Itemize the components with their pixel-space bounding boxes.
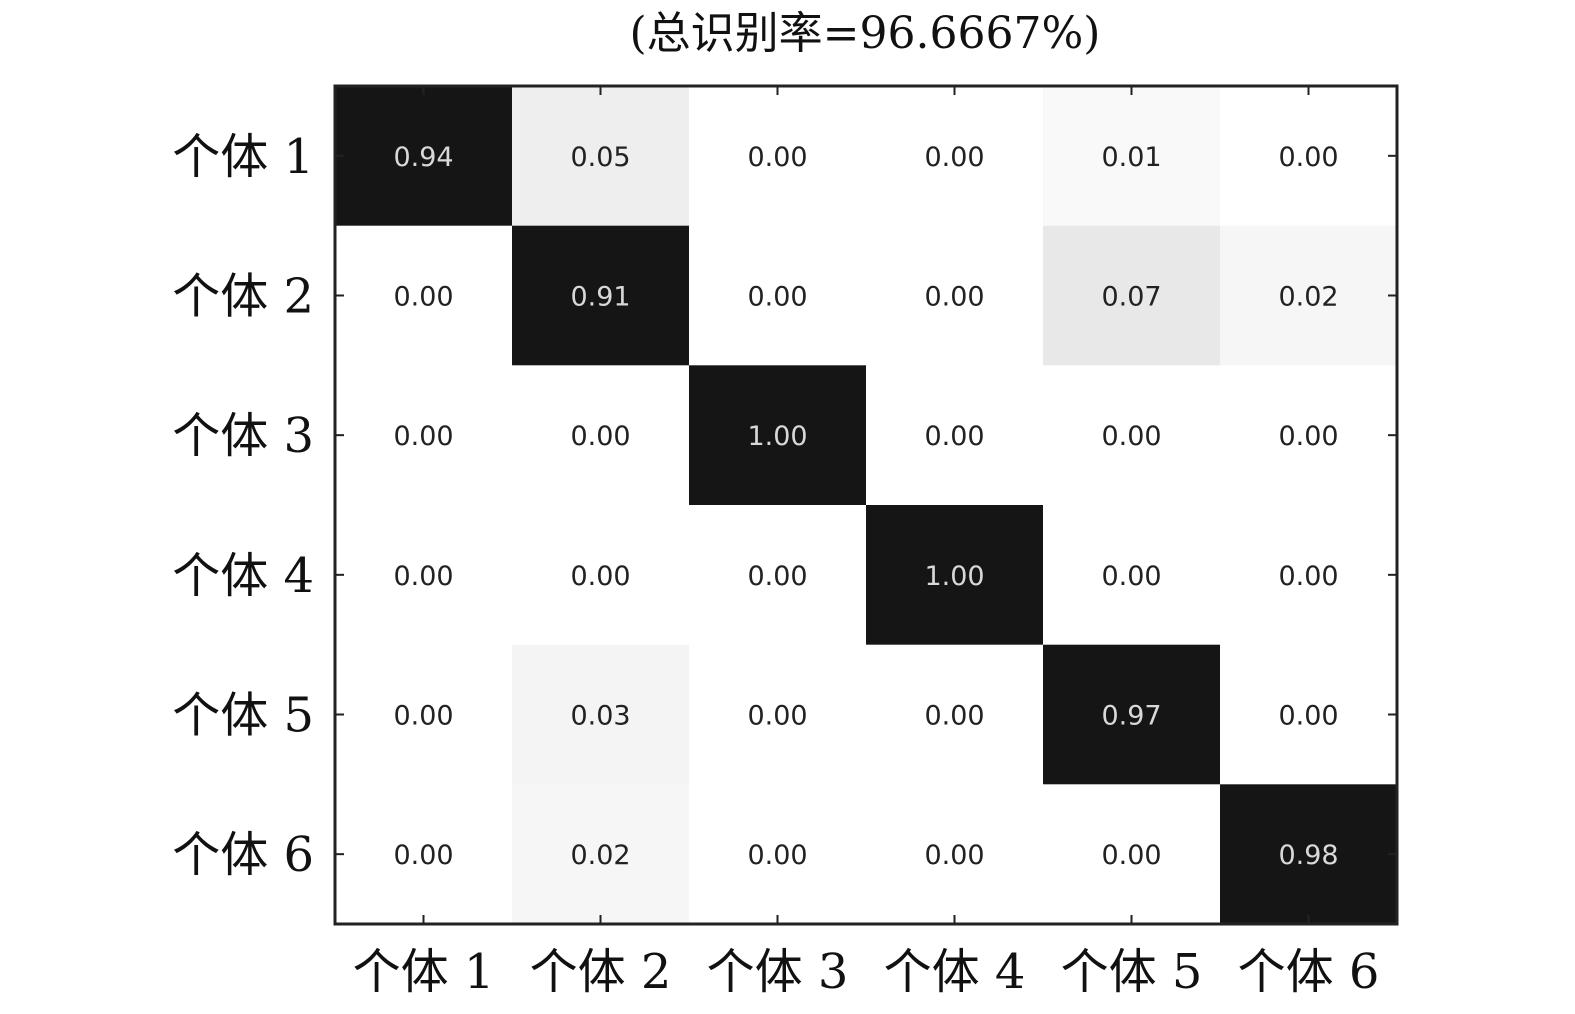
cell-value-r3-c3: 1.00 <box>747 421 807 452</box>
heatmap-cell-r1-c5 <box>1043 86 1221 227</box>
cell-value-r2-c1: 0.00 <box>393 282 453 313</box>
heatmap-cell-r2-c5 <box>1043 225 1221 366</box>
cell-value-r4-c6: 0.00 <box>1278 561 1338 592</box>
x-axis-labels: 个体 1 个体 2 个体 3 个体 4 个体 5 个体 6 <box>353 944 1380 1000</box>
y-tick-label-4: 个体 4 <box>172 548 314 604</box>
heatmap-cell-r3-c6 <box>1220 365 1398 506</box>
cell-value-r4-c5: 0.00 <box>1101 561 1161 592</box>
cell-value-r3-c5: 0.00 <box>1101 421 1161 452</box>
cell-value-r5-c2: 0.03 <box>570 701 630 732</box>
heatmap-cell-r4-c5 <box>1043 505 1221 646</box>
y-tick-label-6: 个体 6 <box>172 827 314 883</box>
heatmap-cell-r3-c3 <box>689 365 867 506</box>
y-tick-label-3: 个体 3 <box>172 408 314 464</box>
cell-value-r3-c2: 0.00 <box>570 421 630 452</box>
heatmap-cell-r2-c3 <box>689 225 867 366</box>
cell-value-r5-c6: 0.00 <box>1278 701 1338 732</box>
y-axis-labels: 个体 1 个体 2 个体 3 个体 4 个体 5 个体 6 <box>172 129 314 883</box>
cell-value-r1-c2: 0.05 <box>570 142 630 173</box>
cell-value-r5-c3: 0.00 <box>747 701 807 732</box>
axis-ticks <box>335 86 1397 924</box>
heatmap-cell-r3-c2 <box>512 365 690 506</box>
heatmap-cell-r2-c2 <box>512 225 690 366</box>
cell-value-r4-c4: 1.00 <box>924 561 984 592</box>
cell-value-r3-c4: 0.00 <box>924 421 984 452</box>
cell-value-r3-c1: 0.00 <box>393 421 453 452</box>
x-tick-label-1: 个体 1 <box>353 944 495 1000</box>
cell-value-r2-c2: 0.91 <box>570 282 630 313</box>
heatmap-cell-r5-c1 <box>335 644 513 785</box>
cell-value-r2-c6: 0.02 <box>1278 282 1338 313</box>
cell-value-r2-c3: 0.00 <box>747 282 807 313</box>
heatmap-cell-r4-c3 <box>689 505 867 646</box>
cell-value-r2-c4: 0.00 <box>924 282 984 313</box>
y-tick-label-5: 个体 5 <box>172 688 314 744</box>
cell-value-r1-c4: 0.00 <box>924 142 984 173</box>
heatmap-cell-r1-c2 <box>512 86 690 227</box>
heatmap-cell-r2-c4 <box>866 225 1044 366</box>
cell-value-r4-c2: 0.00 <box>570 561 630 592</box>
y-tick-label-1: 个体 1 <box>172 129 314 185</box>
plot-frame <box>333 84 1399 926</box>
cell-values: 0.94 0.05 0.00 0.00 0.01 0.00 0.00 0.91 0.00 0.00… <box>393 142 1338 871</box>
x-tick-label-4: 个体 4 <box>884 944 1026 1000</box>
cell-value-r5-c5: 0.97 <box>1101 701 1161 732</box>
heatmap-cell-r1-c6 <box>1220 86 1398 227</box>
cell-value-r3-c6: 0.00 <box>1278 421 1338 452</box>
heatmap-cell-r5-c5 <box>1043 644 1221 785</box>
heatmap-cell-r6-c3 <box>689 784 867 925</box>
heatmap-cell-r3-c1 <box>335 365 513 506</box>
heatmap-cell-r2-c1 <box>335 225 513 366</box>
heatmap-cell-r6-c4 <box>866 784 1044 925</box>
heatmap-cell-r1-c3 <box>689 86 867 227</box>
cell-value-r2-c5: 0.07 <box>1101 282 1161 313</box>
heatmap-cell-r1-c1 <box>335 86 513 227</box>
heatmap-cell-r6-c6 <box>1220 784 1398 925</box>
cell-value-r5-c1: 0.00 <box>393 701 453 732</box>
cell-value-r6-c4: 0.00 <box>924 840 984 871</box>
cell-value-r6-c3: 0.00 <box>747 840 807 871</box>
heatmap-cell-r2-c6 <box>1220 225 1398 366</box>
chart-title: (总识别率=96.6667%) <box>630 8 1101 59</box>
cell-value-r1-c5: 0.01 <box>1101 142 1161 173</box>
x-tick-label-6: 个体 6 <box>1238 944 1380 1000</box>
heatmap-cell-r3-c4 <box>866 365 1044 506</box>
heatmap-cell-r4-c6 <box>1220 505 1398 646</box>
heatmap-cell-r6-c2 <box>512 784 690 925</box>
heatmap-cell-r5-c4 <box>866 644 1044 785</box>
x-tick-label-3: 个体 3 <box>707 944 849 1000</box>
heatmap-cell-r1-c4 <box>866 86 1044 227</box>
cell-value-r6-c5: 0.00 <box>1101 840 1161 871</box>
heatmap-cell-r6-c5 <box>1043 784 1221 925</box>
heatmap-cells <box>335 86 1398 925</box>
cell-value-r6-c2: 0.02 <box>570 840 630 871</box>
x-tick-label-5: 个体 5 <box>1061 944 1203 1000</box>
cell-value-r6-c6: 0.98 <box>1278 840 1338 871</box>
heatmap-cell-r4-c1 <box>335 505 513 646</box>
heatmap-cell-r3-c5 <box>1043 365 1221 506</box>
y-tick-label-2: 个体 2 <box>172 269 314 325</box>
cell-value-r4-c1: 0.00 <box>393 561 453 592</box>
cell-value-r5-c4: 0.00 <box>924 701 984 732</box>
heatmap-cell-r4-c4 <box>866 505 1044 646</box>
x-tick-label-2: 个体 2 <box>530 944 672 1000</box>
cell-value-r1-c6: 0.00 <box>1278 142 1338 173</box>
cell-value-r6-c1: 0.00 <box>393 840 453 871</box>
cell-value-r1-c1: 0.94 <box>393 142 453 173</box>
cell-value-r1-c3: 0.00 <box>747 142 807 173</box>
heatmap-cell-r4-c2 <box>512 505 690 646</box>
heatmap-cell-r5-c6 <box>1220 644 1398 785</box>
cell-value-r4-c3: 0.00 <box>747 561 807 592</box>
heatmap-cell-r5-c2 <box>512 644 690 785</box>
heatmap-cell-r5-c3 <box>689 644 867 785</box>
heatmap-cell-r6-c1 <box>335 784 513 925</box>
